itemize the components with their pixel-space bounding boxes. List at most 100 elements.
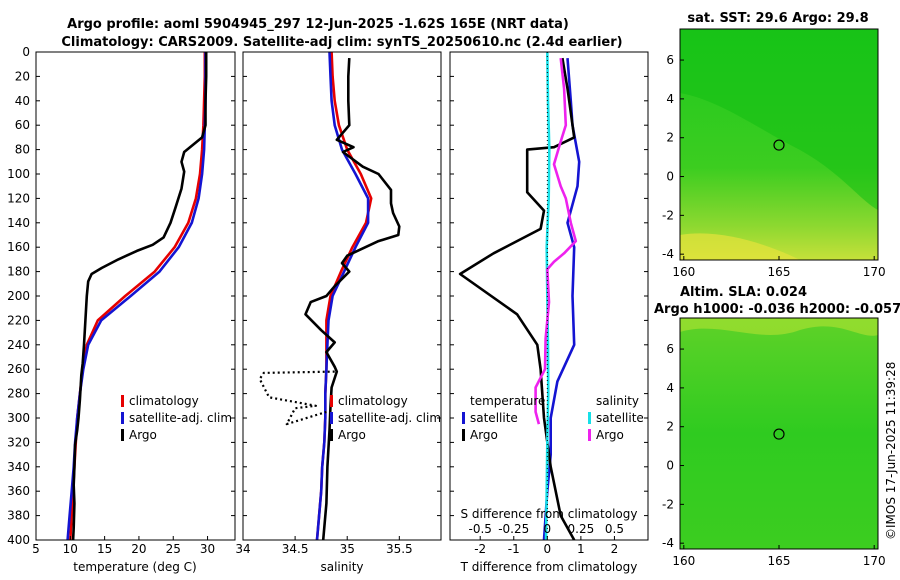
legend-marker-climatology <box>121 395 124 407</box>
sst-map: sat. SST: 29.6 Argo: 29.8 160 165 170 6 4 2 0 -… <box>662 11 886 279</box>
map-lat-label: 0 <box>666 170 674 184</box>
map-lon-label: 165 <box>768 265 791 279</box>
x-tick-label: 30 <box>200 542 215 556</box>
depth-tick-labels: 0 20 40 60 80 100 120 140 160 180 200 220 240 260 280 3… <box>7 45 648 547</box>
map-lat-label: 0 <box>666 459 674 473</box>
legend-heading-salinity: salinity <box>596 394 639 408</box>
legend-marker-satellite <box>330 412 333 424</box>
legend-marker-satellite <box>121 412 124 424</box>
legend-heading-temperature: temperature <box>470 394 545 408</box>
t-difference-tick-labels: -2 -1 0 1 2 <box>474 536 618 556</box>
difference-lines <box>458 52 581 540</box>
depth-tick-label: 320 <box>7 435 30 449</box>
depth-tick-label: 200 <box>7 289 30 303</box>
salinity-axes-frame <box>242 51 442 541</box>
depth-tick-label: 180 <box>7 265 30 279</box>
depth-tick-label: 60 <box>15 118 30 132</box>
depth-tick-label: 220 <box>7 313 30 327</box>
map-lon-label: 170 <box>863 265 886 279</box>
series-t-argo <box>458 57 576 540</box>
difference-panel: -2 -1 0 1 2 -0.5 -0.25 0 0.25 0.5 S difference f… <box>449 51 649 574</box>
map-lat-label: -4 <box>662 247 674 261</box>
s-difference-tick-label: -0.25 <box>498 522 529 536</box>
legend-label-satellite: satellite-adj. clim <box>338 411 441 425</box>
legend-marker-t-argo <box>462 429 465 441</box>
map-lat-label: 4 <box>666 92 674 106</box>
map-lon-label: 160 <box>672 265 695 279</box>
s-difference-label: S difference from climatology <box>461 507 638 521</box>
figure-title-line-1: Argo profile: aoml 5904945_297 12-Jun-20… <box>67 17 569 32</box>
depth-tick-label: 340 <box>7 460 30 474</box>
salinity-legend: climatology satellite-adj. clim Argo <box>330 394 441 442</box>
legend-label-satellite: satellite-adj. clim <box>129 411 232 425</box>
legend-marker-s-satellite <box>588 412 591 424</box>
depth-tick-label: 40 <box>15 94 30 108</box>
legend-marker-t-satellite <box>462 412 465 424</box>
x-tick-label: 5 <box>32 542 40 556</box>
series-satellite-adj-clim <box>315 52 370 540</box>
figure-title-line-2: Climatology: CARS2009. Satellite-adj cli… <box>61 35 622 50</box>
s-difference-tick-label: 0 <box>544 522 552 536</box>
map-lat-label: -2 <box>662 497 674 511</box>
x-tick-label: 20 <box>131 542 146 556</box>
s-difference-tick-label: 0.25 <box>568 522 595 536</box>
salinity-xlabel: salinity <box>320 560 363 574</box>
t-difference-xlabel: T difference from climatology <box>460 560 638 574</box>
series-argo <box>71 52 208 540</box>
map-lat-label: 4 <box>666 381 674 395</box>
depth-tick-label: 0 <box>22 45 30 59</box>
depth-tick-label: 20 <box>15 69 30 83</box>
series-argo <box>304 58 401 540</box>
s-difference-tick-labels: -0.5 -0.25 0 0.25 0.5 <box>468 522 623 536</box>
legend-label-s-satellite: satellite <box>596 411 644 425</box>
x-tick-label: -2 <box>474 542 486 556</box>
legend-marker-s-argo <box>588 429 591 441</box>
temperature-lines <box>66 52 208 540</box>
legend-label-t-satellite: satellite <box>470 411 518 425</box>
argo-location-marker <box>773 139 785 151</box>
x-tick-label: 35.5 <box>386 542 413 556</box>
legend-label-argo: Argo <box>338 428 366 442</box>
legend-marker-climatology <box>330 395 333 407</box>
salinity-panel: 34 34.5 35 35.5 salinity climatology satell… <box>235 51 442 574</box>
series-climatology <box>69 52 207 540</box>
salinity-tick-labels: 34 34.5 35 35.5 <box>235 536 413 556</box>
x-tick-label: 35 <box>340 542 355 556</box>
legend-label-climatology: climatology <box>129 394 199 408</box>
series-s-argo <box>534 57 578 425</box>
sst-cool-region <box>680 29 878 210</box>
legend-label-t-argo: Argo <box>470 428 498 442</box>
legend-label-argo: Argo <box>129 428 157 442</box>
sla-map-tick-labels: 160 165 170 6 4 2 0 -2 -4 <box>662 342 886 568</box>
map-lat-label: 6 <box>666 53 674 67</box>
legend-label-s-argo: Argo <box>596 428 624 442</box>
x-tick-label: 34 <box>235 542 250 556</box>
map-lon-label: 160 <box>672 554 695 568</box>
map-lat-label: -2 <box>662 208 674 222</box>
sst-map-title: sat. SST: 29.6 Argo: 29.8 <box>687 11 868 26</box>
s-difference-tick-label: -0.5 <box>468 522 491 536</box>
salinity-lines <box>258 52 401 540</box>
depth-tick-label: 260 <box>7 362 30 376</box>
s-difference-tick-label: 0.5 <box>605 522 624 536</box>
map-lat-label: 2 <box>666 420 674 434</box>
sla-high-region <box>680 318 878 336</box>
legend-label-climatology: climatology <box>338 394 408 408</box>
legend-marker-argo <box>330 429 333 441</box>
depth-tick-label: 280 <box>7 387 30 401</box>
map-lon-label: 170 <box>863 554 886 568</box>
series-satellite-adj-clim <box>66 52 207 540</box>
depth-tick-label: 240 <box>7 338 30 352</box>
sla-map-title-2: Argo h1000: -0.036 h2000: -0.057 <box>654 302 900 317</box>
depth-tick-label: 300 <box>7 411 30 425</box>
depth-tick-label: 140 <box>7 216 30 230</box>
temperature-legend: climatology satellite-adj. clim Argo <box>121 394 232 442</box>
depth-tick-label: 80 <box>15 143 30 157</box>
map-lat-label: 6 <box>666 342 674 356</box>
depth-tick-label: 360 <box>7 484 30 498</box>
difference-legend: temperature salinity satellite satellite… <box>462 394 644 442</box>
x-tick-label: -1 <box>508 542 520 556</box>
temperature-xlabel: temperature (deg C) <box>73 560 196 574</box>
argo-location-marker <box>773 428 785 440</box>
series-argo-dotted <box>258 370 335 426</box>
